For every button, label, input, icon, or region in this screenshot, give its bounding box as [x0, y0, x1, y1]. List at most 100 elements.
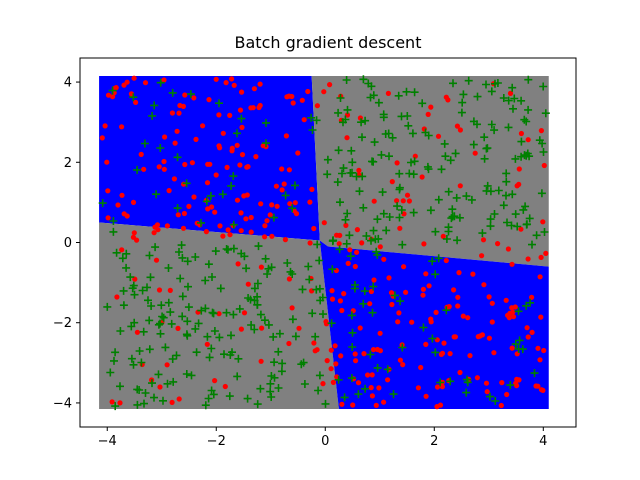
scatter-point-red	[371, 277, 377, 283]
scatter-point-green	[119, 301, 128, 310]
scatter-point-red	[445, 97, 451, 103]
scatter-point-red	[529, 294, 535, 300]
scatter-point-red	[451, 287, 457, 293]
scatter-point-red	[193, 136, 199, 142]
scatter-point-green	[444, 187, 453, 196]
scatter-point-red	[180, 103, 186, 109]
scatter-point-green	[398, 343, 407, 352]
scatter-point-green	[480, 133, 489, 142]
scatter-point-green	[229, 172, 238, 181]
scatter-point-red	[343, 222, 349, 228]
scatter-point-red	[499, 380, 505, 386]
scatter-point-green	[511, 210, 520, 219]
scatter-point-red	[161, 77, 167, 83]
scatter-point-green	[156, 144, 165, 152]
scatter-point-green	[390, 291, 399, 300]
scatter-point-green	[444, 223, 453, 232]
scatter-point-green	[436, 378, 445, 387]
scatter-point-green	[517, 137, 526, 146]
scatter-point-red	[166, 188, 172, 194]
scatter-point-green	[161, 343, 170, 352]
scatter-point-green	[473, 92, 482, 101]
scatter-point-green	[517, 96, 526, 105]
scatter-point-red	[204, 341, 210, 347]
scatter-point-green	[291, 332, 300, 341]
x-tick-label: −2	[207, 434, 226, 449]
x-tick-label: 2	[430, 434, 438, 449]
scatter-point-red	[105, 188, 111, 194]
scatter-point-green	[316, 296, 325, 305]
scatter-point-red	[250, 105, 256, 111]
scatter-point-green	[299, 358, 308, 367]
scatter-point-red	[423, 271, 429, 277]
scatter-point-green	[367, 236, 375, 245]
scatter-point-red	[369, 372, 375, 378]
scatter-point-red	[224, 164, 230, 170]
scatter-point-red	[162, 134, 168, 140]
scatter-point-green	[183, 317, 192, 326]
scatter-point-red	[491, 350, 497, 356]
scatter-point-green	[524, 105, 533, 114]
scatter-point-red	[284, 94, 290, 100]
y-tick-label: 4	[64, 76, 72, 91]
scatter-point-green	[253, 400, 262, 409]
scatter-point-red	[333, 361, 339, 367]
scatter-point-green	[410, 88, 419, 97]
scatter-point-green	[197, 306, 206, 315]
scatter-point-red	[212, 378, 218, 384]
scatter-point-green	[448, 212, 457, 221]
scatter-point-green	[507, 221, 516, 230]
scatter-point-green	[201, 304, 210, 313]
scatter-point-red	[273, 183, 279, 189]
scatter-point-red	[141, 166, 147, 172]
scatter-point-red	[286, 276, 292, 282]
scatter-point-red	[446, 304, 452, 310]
scatter-point-red	[181, 181, 187, 187]
scatter-point-red	[216, 311, 222, 317]
scatter-point-red	[518, 130, 525, 137]
scatter-point-green	[119, 286, 128, 295]
scatter-point-red	[543, 250, 549, 256]
scatter-point-red	[381, 399, 387, 405]
scatter-point-green	[122, 249, 131, 258]
scatter-point-green	[226, 351, 235, 359]
scatter-point-green	[336, 198, 344, 207]
scatter-point-red	[321, 220, 327, 226]
scatter-point-red	[220, 233, 226, 239]
scatter-point-red	[174, 128, 180, 134]
scatter-point-red	[245, 164, 251, 170]
scatter-point-green	[233, 129, 241, 138]
scatter-point-green	[374, 98, 383, 107]
scatter-point-red	[406, 198, 412, 204]
scatter-point-green	[366, 350, 375, 359]
scatter-point-green	[395, 213, 404, 222]
scatter-point-green	[525, 214, 534, 223]
scatter-point-green	[152, 190, 161, 199]
scatter-point-green	[431, 348, 440, 357]
scatter-point-green	[382, 226, 391, 235]
scatter-point-green	[308, 126, 317, 134]
scatter-point-green	[146, 273, 155, 282]
scatter-point-red	[205, 161, 211, 167]
scatter-point-green	[176, 274, 185, 283]
scatter-point-green	[234, 354, 243, 363]
scatter-point-red	[495, 241, 501, 247]
scatter-point-green	[440, 139, 449, 148]
scatter-point-green	[227, 331, 235, 340]
scatter-point-red	[403, 289, 409, 295]
scatter-point-red	[440, 233, 446, 239]
scatter-point-green	[151, 243, 160, 252]
scatter-point-green	[111, 402, 120, 411]
scatter-point-red	[142, 80, 149, 86]
scatter-point-green	[327, 319, 336, 328]
scatter-point-green	[502, 177, 511, 186]
scatter-point-green	[403, 112, 412, 120]
scatter-point-red	[395, 319, 401, 325]
scatter-point-green	[491, 397, 500, 405]
scatter-point-red	[533, 383, 539, 389]
scatter-point-red	[537, 357, 543, 363]
scatter-point-red	[267, 212, 273, 218]
scatter-point-red	[470, 271, 476, 277]
scatter-point-red	[489, 300, 495, 306]
scatter-point-green	[307, 113, 316, 122]
